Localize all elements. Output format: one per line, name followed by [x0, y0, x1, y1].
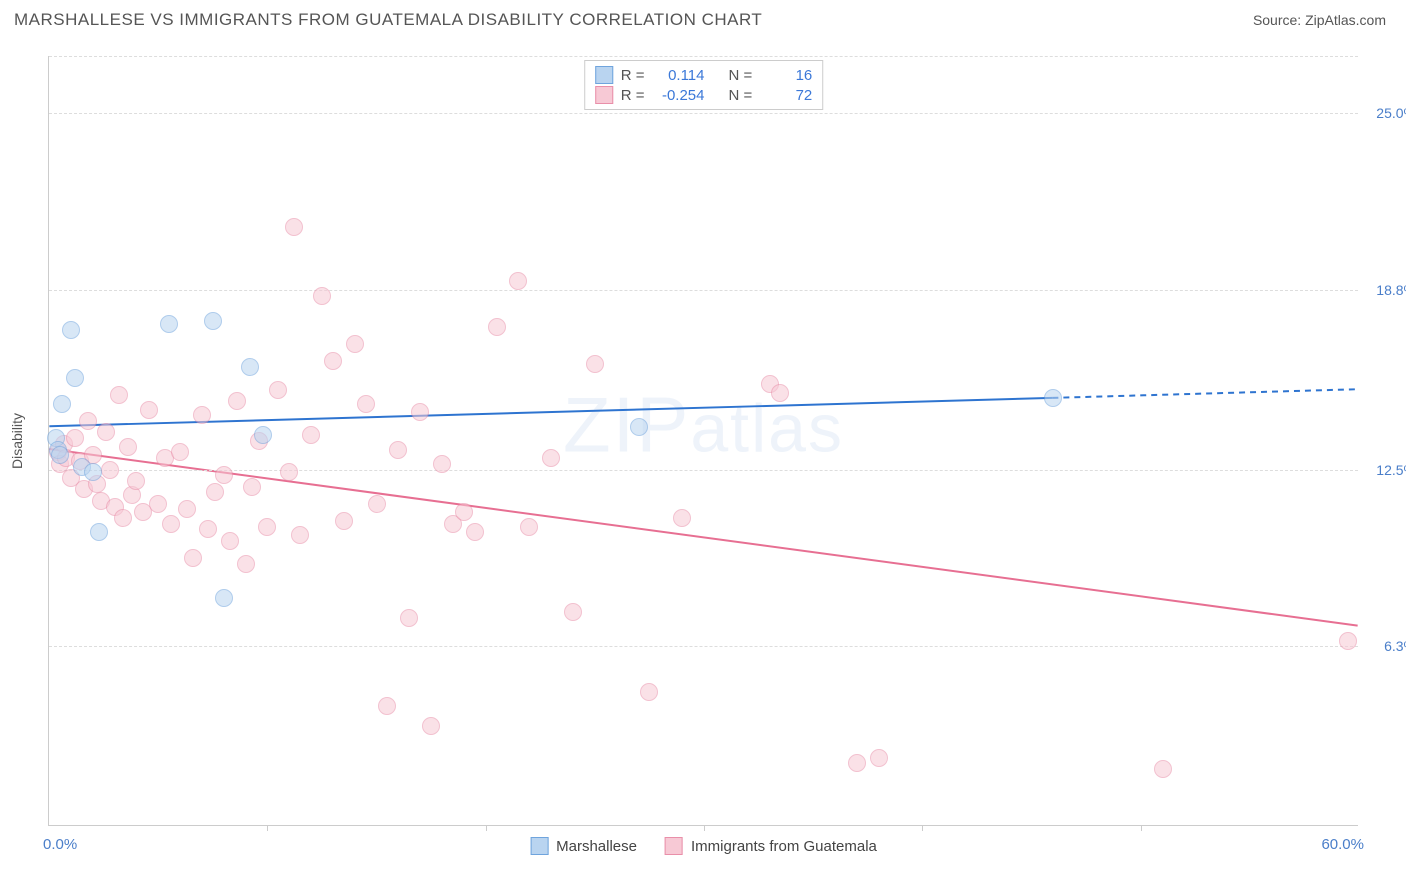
source-label: Source: ZipAtlas.com [1253, 12, 1386, 28]
data-point-guatemala [520, 518, 538, 536]
data-point-guatemala [215, 466, 233, 484]
data-point-marshallese [66, 369, 84, 387]
data-point-marshallese [160, 315, 178, 333]
data-point-marshallese [204, 312, 222, 330]
data-point-guatemala [455, 503, 473, 521]
data-point-guatemala [221, 532, 239, 550]
data-point-guatemala [335, 512, 353, 530]
data-point-guatemala [509, 272, 527, 290]
data-point-guatemala [162, 515, 180, 533]
data-point-guatemala [673, 509, 691, 527]
y-tick-label: 25.0% [1362, 105, 1406, 121]
data-point-guatemala [389, 441, 407, 459]
data-point-guatemala [193, 406, 211, 424]
data-point-guatemala [542, 449, 560, 467]
data-point-guatemala [324, 352, 342, 370]
data-point-guatemala [870, 749, 888, 767]
data-point-guatemala [368, 495, 386, 513]
x-tick [704, 825, 705, 831]
data-point-guatemala [206, 483, 224, 501]
data-point-guatemala [285, 218, 303, 236]
data-point-marshallese [630, 418, 648, 436]
x-tick [1141, 825, 1142, 831]
data-point-guatemala [488, 318, 506, 336]
data-point-guatemala [228, 392, 246, 410]
data-point-marshallese [53, 395, 71, 413]
data-point-guatemala [1339, 632, 1357, 650]
data-point-guatemala [357, 395, 375, 413]
data-point-guatemala [258, 518, 276, 536]
grid-line [49, 470, 1358, 471]
y-tick-label: 6.3% [1362, 638, 1406, 654]
grid-line [49, 290, 1358, 291]
data-point-guatemala [280, 463, 298, 481]
data-point-guatemala [378, 697, 396, 715]
data-point-guatemala [640, 683, 658, 701]
y-tick-label: 12.5% [1362, 462, 1406, 478]
grid-line [49, 646, 1358, 647]
data-point-marshallese [241, 358, 259, 376]
legend-label-marshallese: Marshallese [556, 838, 637, 855]
data-point-guatemala [237, 555, 255, 573]
data-point-marshallese [51, 446, 69, 464]
data-point-guatemala [346, 335, 364, 353]
data-point-marshallese [90, 523, 108, 541]
legend-item-marshallese: Marshallese [530, 837, 637, 855]
series-legend: Marshallese Immigrants from Guatemala [530, 837, 877, 855]
data-point-guatemala [586, 355, 604, 373]
data-point-guatemala [66, 429, 84, 447]
y-axis-label: Disability [9, 412, 25, 468]
data-point-guatemala [848, 754, 866, 772]
data-point-marshallese [1044, 389, 1062, 407]
data-point-guatemala [1154, 760, 1172, 778]
data-point-guatemala [171, 443, 189, 461]
data-point-guatemala [119, 438, 137, 456]
data-point-marshallese [215, 589, 233, 607]
y-tick-label: 18.8% [1362, 282, 1406, 298]
trend-lines [49, 56, 1358, 825]
data-point-guatemala [411, 403, 429, 421]
grid-line [49, 113, 1358, 114]
data-point-guatemala [97, 423, 115, 441]
data-point-guatemala [199, 520, 217, 538]
data-point-guatemala [114, 509, 132, 527]
x-min-label: 0.0% [43, 836, 77, 853]
legend-item-guatemala: Immigrants from Guatemala [665, 837, 877, 855]
chart-title: MARSHALLESE VS IMMIGRANTS FROM GUATEMALA… [14, 10, 762, 30]
trend-line-guatemala [49, 449, 1357, 626]
data-point-guatemala [313, 287, 331, 305]
data-point-guatemala [291, 526, 309, 544]
x-tick [267, 825, 268, 831]
x-max-label: 60.0% [1321, 836, 1364, 853]
data-point-guatemala [127, 472, 145, 490]
data-point-guatemala [269, 381, 287, 399]
data-point-guatemala [466, 523, 484, 541]
data-point-guatemala [400, 609, 418, 627]
data-point-guatemala [243, 478, 261, 496]
swatch-guatemala [665, 837, 683, 855]
data-point-guatemala [110, 386, 128, 404]
data-point-marshallese [62, 321, 80, 339]
swatch-marshallese [530, 837, 548, 855]
legend-label-guatemala: Immigrants from Guatemala [691, 838, 877, 855]
grid-line [49, 56, 1358, 57]
data-point-marshallese [254, 426, 272, 444]
x-tick [486, 825, 487, 831]
data-point-guatemala [302, 426, 320, 444]
data-point-marshallese [84, 463, 102, 481]
data-point-guatemala [564, 603, 582, 621]
data-point-guatemala [184, 549, 202, 567]
scatter-chart: ZIPatlas Disability R = 0.114 N = 16 R =… [48, 56, 1358, 826]
data-point-guatemala [140, 401, 158, 419]
data-point-guatemala [79, 412, 97, 430]
data-point-guatemala [422, 717, 440, 735]
data-point-guatemala [433, 455, 451, 473]
data-point-guatemala [771, 384, 789, 402]
data-point-guatemala [149, 495, 167, 513]
trend-line-marshallese-dashed [1052, 389, 1357, 398]
data-point-guatemala [178, 500, 196, 518]
data-point-guatemala [101, 461, 119, 479]
x-tick [922, 825, 923, 831]
